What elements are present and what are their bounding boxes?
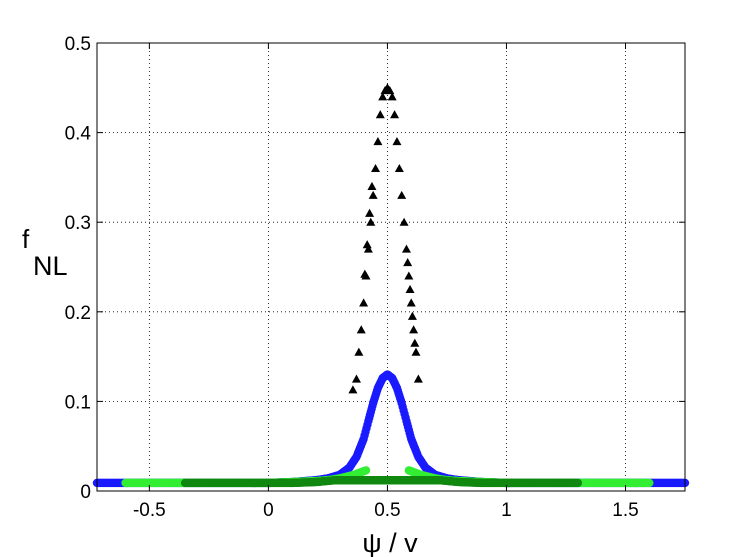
axes-box [96,42,686,492]
data-point [365,208,375,217]
data-point [404,271,414,280]
data-point [359,298,369,307]
y-axis-label: f NL [22,224,68,281]
data-point [356,325,366,334]
x-tick-label: 0 [263,500,274,521]
data-point [361,466,371,475]
ticks [97,42,685,492]
data-point [378,92,388,101]
data-point [385,85,395,95]
y-tick-label: 0.2 [65,303,91,324]
data-point [366,217,376,226]
series-triangles-0 [348,83,423,394]
data-point [413,374,423,383]
data-point [394,163,404,173]
data-point [399,217,409,226]
data-point [360,269,370,278]
data-point [407,311,417,320]
y-tick-label: 0.5 [65,34,91,55]
y-tick-label: 0 [80,482,91,503]
x-tick-label: -0.5 [133,500,166,521]
plot-area [92,83,690,488]
data-point [397,190,407,199]
data-point [371,163,381,173]
y-axis-label-sub: NL [33,251,68,281]
x-tick-label: 0.5 [374,500,400,521]
y-tick-label: 0.3 [65,213,91,234]
data-point [573,478,583,488]
data-point [409,325,419,334]
data-point [354,347,364,356]
x-tick-label: 1 [501,500,512,521]
data-point [410,338,420,347]
data-point [392,137,402,146]
y-axis-label-main: f [22,224,30,254]
data-point [387,92,397,101]
data-point [363,244,373,253]
y-tick-label: 0.4 [65,124,92,145]
data-point [401,244,411,253]
data-point [348,385,358,394]
data-point [351,374,361,383]
data-point [645,478,654,488]
data-point [375,110,385,119]
data-point [367,181,377,190]
x-axis-label: ψ / v [362,528,418,557]
tick-labels: -0.5 0 0.5 1 1.5 0 0.1 0.2 0.3 0.4 0.5 [65,34,639,521]
data-point [373,137,383,146]
series-circles-3 [180,476,583,488]
x-tick-label: 1.5 [612,500,638,521]
data-point [406,298,416,307]
data-point [411,347,421,356]
data-point [403,258,413,267]
data-point [362,240,372,249]
data-point [405,284,415,293]
data-point [390,110,400,119]
grid [97,42,685,492]
data-point [368,190,378,199]
y-tick-label: 0.1 [65,392,91,413]
